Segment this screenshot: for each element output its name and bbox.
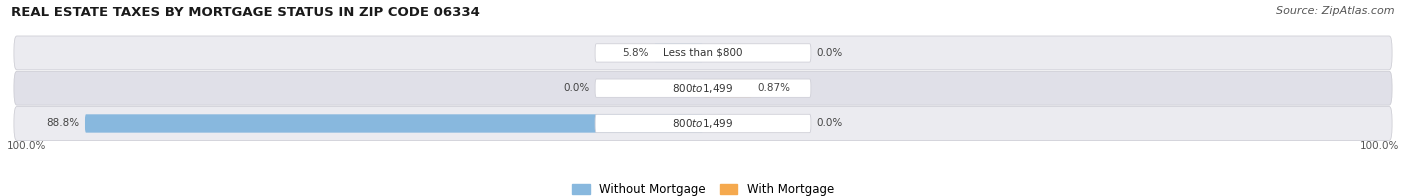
- Text: 0.0%: 0.0%: [817, 118, 842, 129]
- Text: REAL ESTATE TAXES BY MORTGAGE STATUS IN ZIP CODE 06334: REAL ESTATE TAXES BY MORTGAGE STATUS IN …: [11, 6, 479, 19]
- Text: 100.0%: 100.0%: [1360, 141, 1399, 151]
- FancyBboxPatch shape: [14, 107, 1392, 140]
- FancyBboxPatch shape: [595, 79, 811, 97]
- Text: 5.8%: 5.8%: [623, 48, 648, 58]
- Text: 0.0%: 0.0%: [564, 83, 589, 93]
- FancyBboxPatch shape: [703, 79, 752, 97]
- Text: 0.87%: 0.87%: [758, 83, 790, 93]
- FancyBboxPatch shape: [84, 114, 703, 133]
- FancyBboxPatch shape: [14, 71, 1392, 105]
- Text: 100.0%: 100.0%: [7, 141, 46, 151]
- FancyBboxPatch shape: [595, 114, 811, 133]
- Text: $800 to $1,499: $800 to $1,499: [672, 82, 734, 95]
- Text: Less than $800: Less than $800: [664, 48, 742, 58]
- FancyBboxPatch shape: [654, 44, 703, 62]
- Text: $800 to $1,499: $800 to $1,499: [672, 117, 734, 130]
- Text: Source: ZipAtlas.com: Source: ZipAtlas.com: [1277, 6, 1395, 16]
- Text: 88.8%: 88.8%: [46, 118, 79, 129]
- FancyBboxPatch shape: [595, 44, 811, 62]
- Text: 0.0%: 0.0%: [817, 48, 842, 58]
- FancyBboxPatch shape: [14, 36, 1392, 70]
- Legend: Without Mortgage, With Mortgage: Without Mortgage, With Mortgage: [567, 178, 839, 196]
